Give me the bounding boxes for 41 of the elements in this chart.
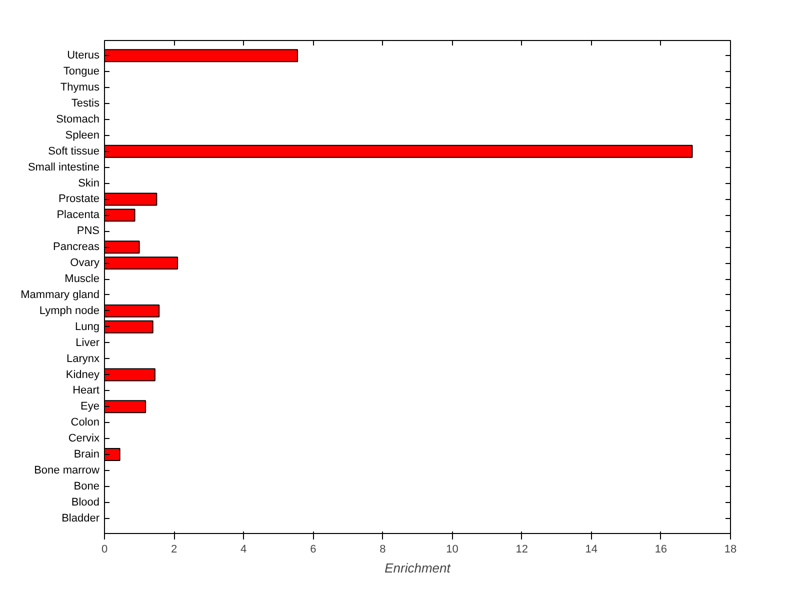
y-tick-label: Mammary gland xyxy=(20,288,100,301)
y-tick-label: Soft tissue xyxy=(48,145,100,158)
x-tick-label: 14 xyxy=(585,544,598,556)
y-tick-label: Spleen xyxy=(65,129,100,142)
x-tick-label: 6 xyxy=(310,544,316,556)
y-tick-label: Bone marrow xyxy=(34,464,100,476)
y-tick-label: Larynx xyxy=(66,352,100,365)
y-tick-label: Colon xyxy=(70,416,100,429)
y-tick-label: Lung xyxy=(75,320,100,333)
x-tick-label: 4 xyxy=(240,544,247,556)
y-tick-label: Ovary xyxy=(70,257,100,270)
y-tick-label: Skin xyxy=(78,177,100,190)
y-tick-label: Blood xyxy=(71,496,100,508)
y-tick-label: Heart xyxy=(72,384,100,397)
x-tick-label: 0 xyxy=(101,544,108,556)
y-tick-label: Uterus xyxy=(67,50,100,62)
y-tick-label: Placenta xyxy=(56,209,100,222)
y-tick-label: Eye xyxy=(80,400,100,413)
y-tick-label: Prostate xyxy=(58,193,100,206)
y-tick-label: Liver xyxy=(76,336,100,349)
y-tick-label: Bladder xyxy=(62,512,100,524)
y-tick-label: Stomach xyxy=(56,113,100,126)
x-tick-label: 16 xyxy=(654,544,668,556)
y-tick-label: Small intestine xyxy=(28,161,100,174)
y-tick-label: Testis xyxy=(71,98,100,110)
x-tick-label: 18 xyxy=(724,544,737,556)
y-tick-label: Pancreas xyxy=(53,241,100,254)
x-tick-label: 10 xyxy=(446,544,458,556)
y-tick-label: Cervix xyxy=(68,432,100,445)
y-tick-label: Muscle xyxy=(64,273,100,286)
x-tick-label: 12 xyxy=(516,544,528,556)
x-tick-label: 2 xyxy=(170,544,178,556)
x-tick-label: 8 xyxy=(380,544,386,556)
y-tick-label: Lymph node xyxy=(39,304,100,317)
y-tick-label: PNS xyxy=(76,225,100,238)
y-tick-label: Kidney xyxy=(66,368,100,381)
x-axis-title: Enrichment xyxy=(384,560,452,576)
y-tick-label: Thymus xyxy=(60,82,100,94)
y-tick-label: Brain xyxy=(74,448,100,461)
y-tick-label: Tongue xyxy=(63,66,100,78)
y-tick-label: Bone xyxy=(74,480,100,492)
